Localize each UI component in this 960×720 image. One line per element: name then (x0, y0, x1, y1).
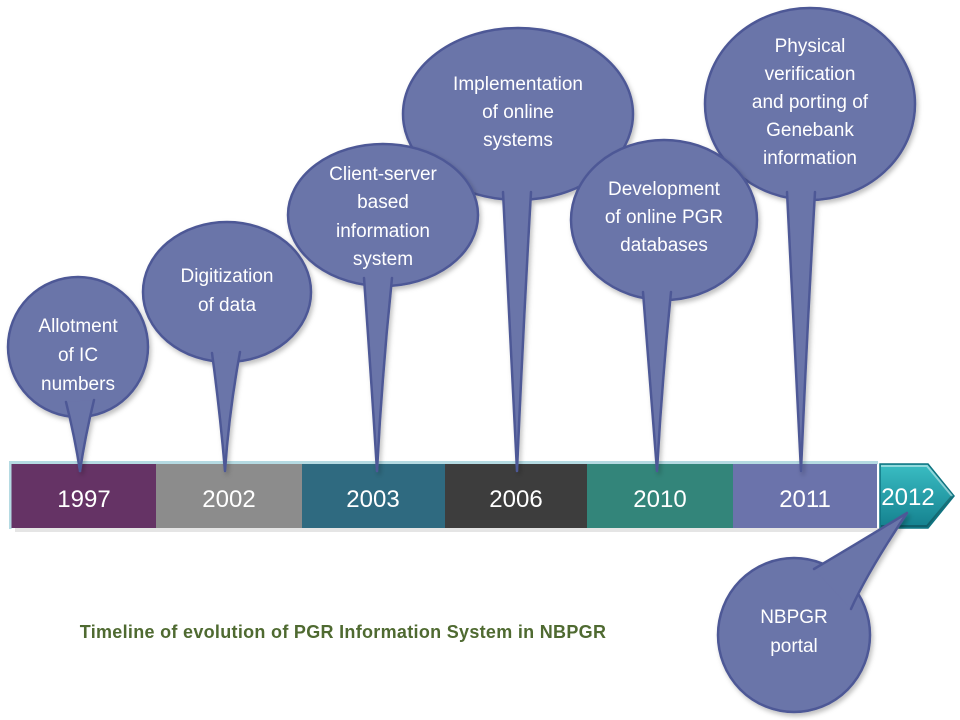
balloon-text-line: information (763, 148, 857, 169)
callout-2003: Client-server based information system (286, 142, 480, 473)
balloon-tail-outline (812, 511, 909, 611)
callout-2011: Physical verification and porting of Gen… (703, 6, 917, 473)
callout-2002: Digitization of data (141, 220, 313, 473)
balloon-tail (212, 352, 240, 471)
balloon-text-line: Digitization (181, 266, 274, 287)
balloon-text-line: databases (620, 235, 708, 256)
balloon-tail-outline (362, 276, 394, 473)
balloon-text: Client-server based information system (329, 164, 437, 270)
year-labels: 1997 2002 2003 2006 2010 2011 2012 (57, 484, 934, 513)
timeline-bar: 1997 2002 2003 2006 2010 2011 2012 (9, 461, 955, 532)
balloon-text-line: Development (608, 179, 721, 200)
balloon-tail-outline (64, 398, 96, 473)
segment-1997 (11, 464, 156, 528)
balloon-text: Development of online PGR databases (605, 179, 723, 256)
balloon-tail (66, 400, 94, 471)
balloon-text-line: systems (483, 130, 553, 151)
balloon-text-line: portal (770, 636, 818, 657)
balloon-text-line: and porting of (752, 92, 869, 113)
year-1997: 1997 (57, 486, 110, 513)
year-2002: 2002 (202, 486, 255, 513)
balloon-text-line: based (357, 192, 409, 213)
balloon-tail-outline (210, 350, 242, 473)
balloon-tail (643, 292, 671, 471)
balloon-tail (364, 278, 392, 471)
balloon-text-line: Client-server (329, 164, 437, 185)
balloon-text-line: system (353, 249, 413, 270)
balloon-tail (787, 192, 815, 471)
bar-shadow (15, 528, 881, 532)
balloon-text-line: of online PGR (605, 207, 723, 228)
caption: Timeline of evolution of PGR Information… (80, 622, 607, 642)
year-2012: 2012 (881, 484, 934, 511)
segment-2011 (733, 464, 877, 528)
balloon-text-line: of IC (58, 345, 98, 366)
arrow-bevel-highlight (881, 465, 953, 497)
balloon-text-line: information (336, 221, 430, 242)
segment-2006 (445, 464, 587, 528)
balloon-text: Physical verification and porting of Gen… (752, 36, 869, 169)
balloon-text: Allotment of IC numbers (38, 316, 118, 395)
segment-2003 (302, 464, 445, 528)
balloon-text: Implementation of online systems (453, 74, 583, 151)
balloon-text-line: of data (198, 295, 257, 316)
balloon-text-line: Genebank (766, 120, 854, 141)
balloon-text-line: of online (482, 102, 554, 123)
callout-2010: Development of online PGR databases (569, 138, 759, 473)
year-2011: 2011 (779, 486, 831, 513)
balloon-text: NBPGR portal (760, 607, 828, 657)
balloon-text-line: Physical (775, 36, 846, 57)
year-2010: 2010 (633, 486, 686, 513)
balloon-text-line: Implementation (453, 74, 583, 95)
callout-2006: Implementation of online systems (401, 26, 635, 473)
balloon-bubble (716, 556, 872, 714)
balloon-tail (814, 513, 907, 609)
arrow-shape (879, 463, 955, 529)
year-2003: 2003 (346, 486, 399, 513)
balloon-text-line: numbers (41, 374, 115, 395)
balloon-tail (503, 192, 531, 471)
segment-2010 (587, 464, 733, 528)
callout-2012-nbpgr-portal: NBPGR portal (716, 511, 909, 714)
balloon-text-line: verification (765, 64, 856, 85)
bar-top-highlight (9, 461, 878, 465)
year-2006: 2006 (489, 486, 542, 513)
balloon-tail-outline (501, 190, 533, 473)
segment-2002 (156, 464, 302, 528)
callout-1997: Allotment of IC numbers (6, 275, 150, 473)
balloon-tail-outline (785, 190, 817, 473)
bar-left-highlight (9, 461, 12, 529)
balloon-bubble (141, 220, 313, 364)
balloon-text-line: Allotment (38, 316, 118, 337)
balloon-tail-outline (641, 290, 673, 473)
balloon-text-line: NBPGR (760, 607, 828, 628)
balloon-text: Digitization of data (181, 266, 274, 316)
